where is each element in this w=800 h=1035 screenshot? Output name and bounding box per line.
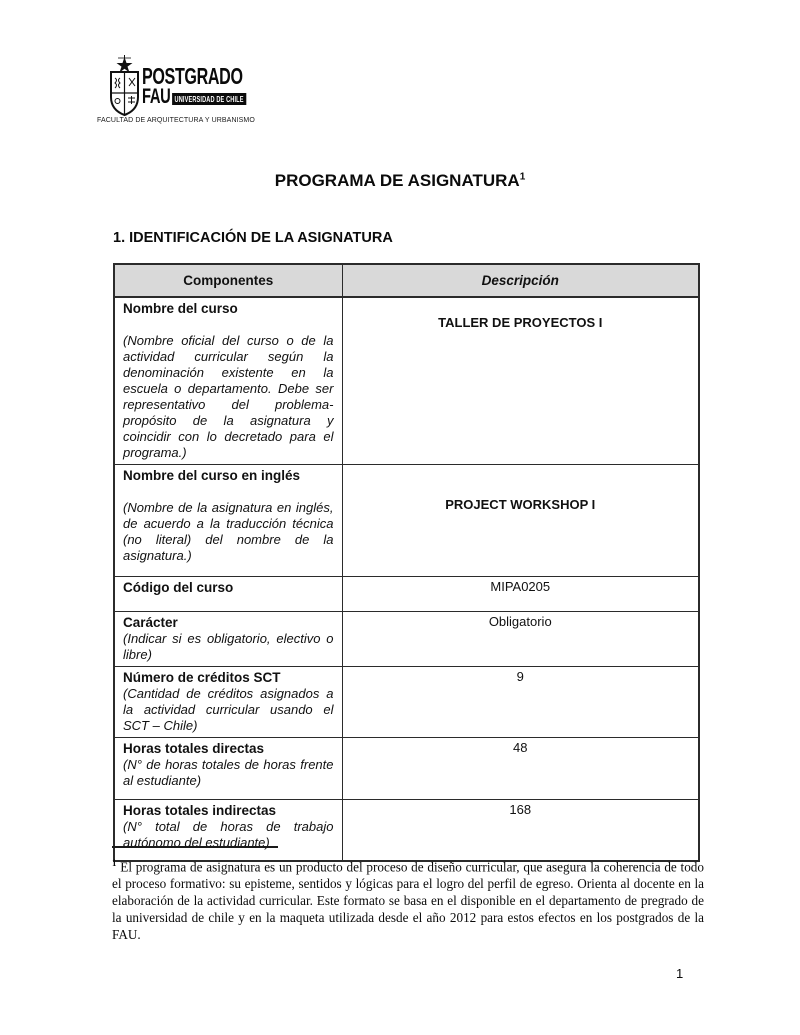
table-row: Nombre del curso en inglés (Nombre de la… [113, 464, 700, 577]
logo-fau-text: FAU [142, 85, 171, 108]
table-header-componentes: Componentes [113, 263, 343, 298]
logo-text-block: POSTGRADO FAU UNIVERSIDAD DE CHILE [142, 63, 247, 108]
table-header-descripcion: Descripción [341, 263, 700, 298]
table-row: Nombre del curso (Nombre oficial del cur… [113, 296, 700, 465]
footnote-text-block: 1 El programa de asignatura es un produc… [112, 855, 704, 943]
table-row: Carácter (Indicar si es obligatorio, ele… [113, 611, 700, 667]
row-label: Carácter [123, 615, 178, 630]
logo-postgrado-text: POSTGRADO [142, 63, 243, 89]
title-footnote-marker: 1 [519, 171, 526, 183]
row-value: PROJECT WORKSHOP I [445, 497, 596, 512]
table-row: Horas totales indirectas (N° total de ho… [113, 799, 700, 861]
identification-table: Componentes Descripción Nombre del curso… [113, 263, 700, 862]
table-row: Horas totales directas (N° de horas tota… [113, 737, 700, 800]
row-label: Nombre del curso en inglés [123, 468, 301, 483]
row-note: (Nombre de la asignatura en inglés, de a… [123, 500, 334, 563]
table-header-row: Componentes Descripción [113, 263, 700, 298]
section-heading: 1. IDENTIFICACIÓN DE LA ASIGNATURA [113, 230, 393, 246]
row-value: 168 [509, 802, 532, 817]
logo-universidad-badge: UNIVERSIDAD DE CHILE [171, 93, 247, 105]
universidad-de-chile-crest-icon [110, 55, 139, 117]
document-title-text: PROGRAMA DE ASIGNATURA [274, 171, 520, 190]
footnote-separator [112, 846, 278, 848]
row-label: Código del curso [123, 580, 234, 595]
row-note: (Indicar si es obligatorio, electivo o l… [123, 631, 334, 662]
footnote-marker: 1 [112, 858, 117, 868]
footnote: 1 El programa de asignatura es un produc… [112, 846, 704, 943]
row-value: 9 [516, 669, 524, 684]
row-value: Obligatorio [488, 614, 552, 629]
table-row: Número de créditos SCT (Cantidad de créd… [113, 666, 700, 738]
page-number: 1 [676, 966, 684, 981]
row-label: Horas totales indirectas [123, 803, 277, 818]
row-label: Nombre del curso [123, 301, 238, 316]
row-value: 48 [513, 740, 528, 755]
row-value: TALLER DE PROYECTOS I [438, 315, 603, 330]
row-note: (N° de horas totales de horas frente al … [123, 757, 334, 788]
row-note: (Cantidad de créditos asignados a la act… [123, 686, 334, 733]
row-label: Número de créditos SCT [123, 670, 281, 685]
table-row: Código del curso MIPA0205 [113, 576, 700, 612]
document-title: PROGRAMA DE ASIGNATURA1 [0, 171, 800, 191]
row-value: MIPA0205 [490, 579, 551, 594]
footnote-text: El programa de asignatura es un producto… [112, 859, 704, 943]
row-label: Horas totales directas [123, 741, 265, 756]
logo-tagline: FACULTAD DE ARQUITECTURA Y URBANISMO [97, 117, 255, 124]
row-note: (Nombre oficial del curso o de la activi… [123, 333, 334, 460]
postgrado-fau-logo: POSTGRADO FAU UNIVERSIDAD DE CHILE FACUL… [97, 54, 255, 129]
